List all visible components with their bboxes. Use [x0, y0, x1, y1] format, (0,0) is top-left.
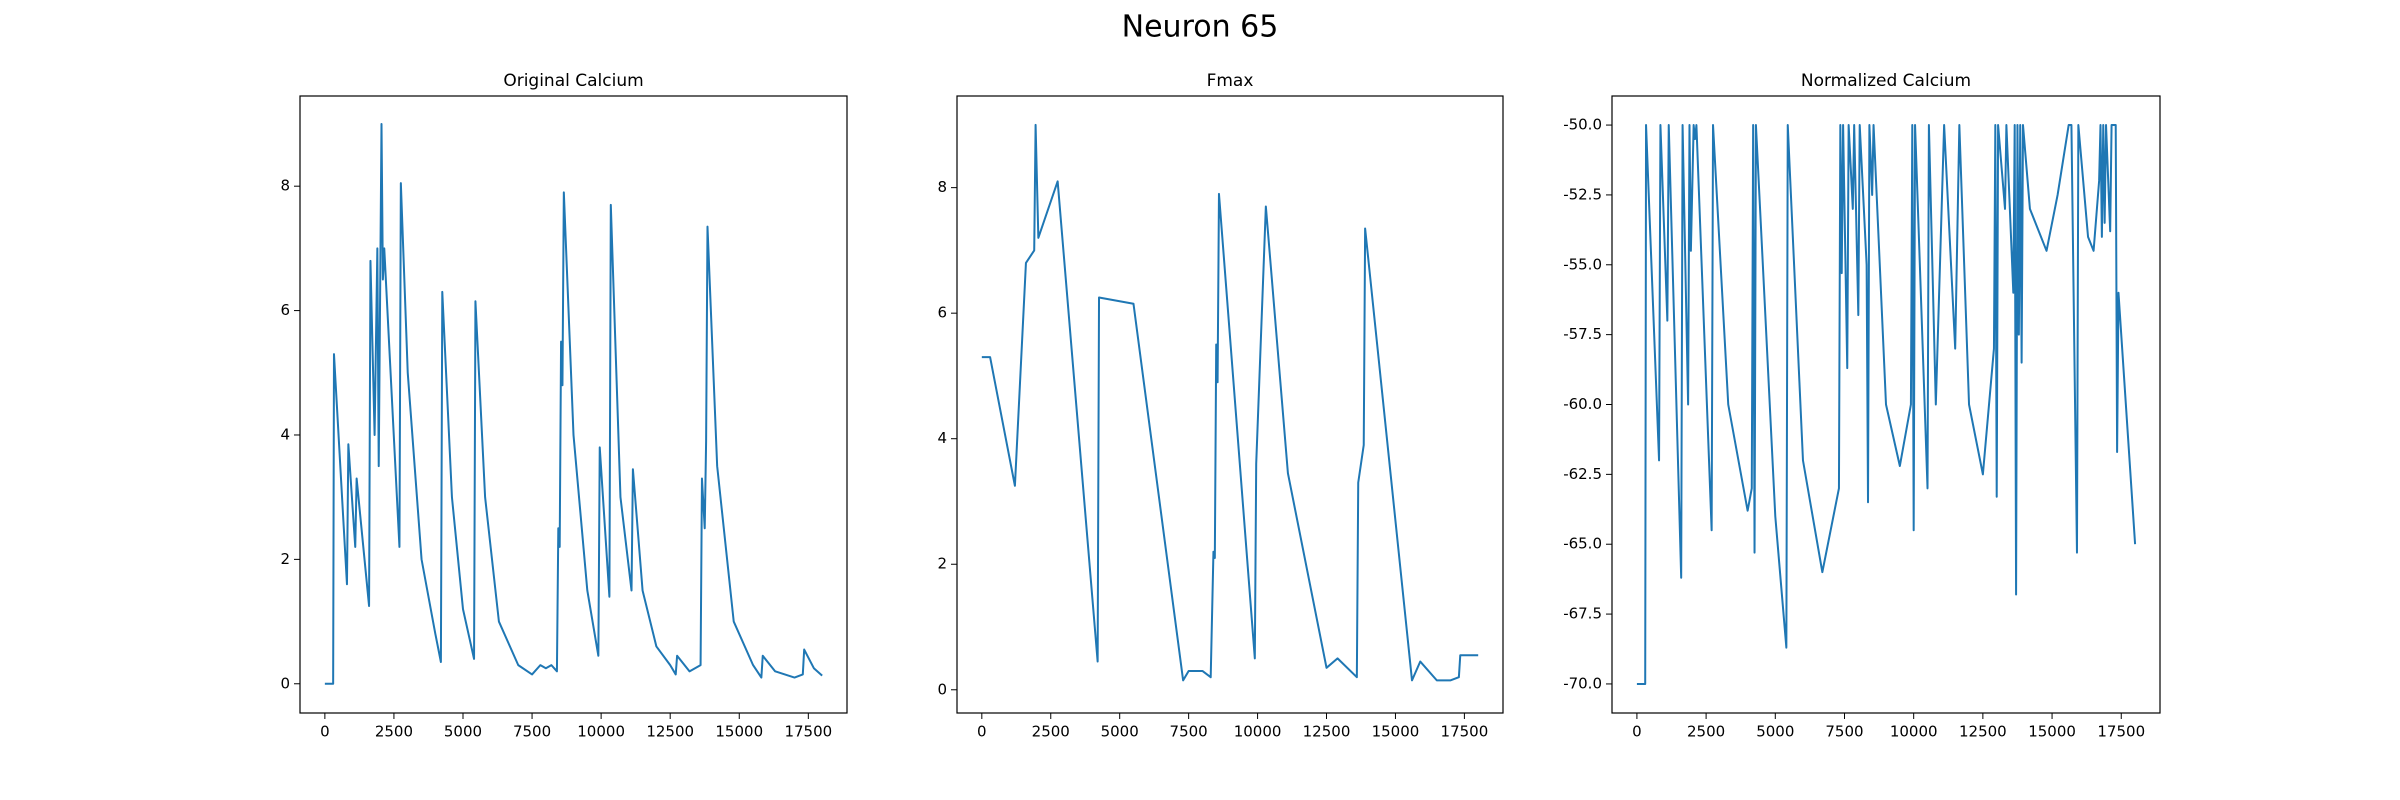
data-line	[1636, 124, 2137, 685]
y-tick-label: 0	[937, 680, 947, 698]
x-tick-label: 5000	[1756, 723, 1794, 741]
subplot-title: Original Calcium	[503, 71, 643, 91]
x-tick-label: 10000	[1890, 723, 1938, 741]
y-tick-label: 4	[937, 429, 947, 447]
x-tick-label: 0	[320, 723, 330, 741]
y-tick-label: 6	[937, 304, 947, 322]
y-tick-label: -67.5	[1563, 605, 1602, 623]
x-tick-label: 5000	[444, 723, 482, 741]
y-tick-label: 8	[937, 178, 947, 196]
y-tick-label: 2	[280, 550, 290, 568]
x-tick-label: 0	[1632, 723, 1642, 741]
y-tick-label: 4	[280, 425, 290, 443]
x-tick-label: 12500	[646, 723, 694, 741]
x-tick-label: 7500	[1170, 723, 1208, 741]
x-tick-label: 5000	[1101, 723, 1139, 741]
x-tick-label: 15000	[715, 723, 763, 741]
x-tick-label: 15000	[1372, 723, 1420, 741]
x-tick-label: 7500	[1825, 723, 1863, 741]
x-tick-label: 17500	[1441, 723, 1489, 741]
subplot-title: Fmax	[1207, 71, 1254, 91]
x-tick-label: 2500	[1032, 723, 1070, 741]
x-tick-label: 7500	[513, 723, 551, 741]
axes-frame	[1611, 95, 2161, 714]
y-tick-label: 8	[280, 177, 290, 195]
y-tick-label: -70.0	[1563, 674, 1602, 692]
x-tick-label: 2500	[1687, 723, 1725, 741]
y-tick-label: 6	[280, 301, 290, 319]
y-tick-label: 2	[937, 555, 947, 573]
x-tick-label: 10000	[577, 723, 625, 741]
data-line	[324, 122, 823, 685]
y-tick-label: -65.0	[1563, 535, 1602, 553]
axes-frame	[299, 95, 848, 714]
x-tick-label: 2500	[375, 723, 413, 741]
subplot-title: Normalized Calcium	[1801, 71, 1971, 91]
x-tick-label: 12500	[1303, 723, 1351, 741]
x-tick-label: 0	[977, 723, 987, 741]
y-tick-label: -57.5	[1563, 325, 1602, 343]
y-tick-label: -52.5	[1563, 185, 1602, 203]
x-tick-label: 12500	[1959, 723, 2007, 741]
x-tick-label: 15000	[2028, 723, 2076, 741]
y-tick-label: -50.0	[1563, 116, 1602, 134]
y-tick-label: 0	[280, 674, 290, 692]
figure-title: Neuron 65	[1122, 10, 1279, 45]
y-tick-label: -62.5	[1563, 465, 1602, 483]
y-tick-label: -60.0	[1563, 395, 1602, 413]
x-tick-label: 17500	[2097, 723, 2145, 741]
x-tick-label: 10000	[1234, 723, 1282, 741]
data-line	[981, 123, 1479, 682]
axes-frame	[956, 95, 1504, 714]
y-tick-label: -55.0	[1563, 255, 1602, 273]
x-tick-label: 17500	[784, 723, 832, 741]
